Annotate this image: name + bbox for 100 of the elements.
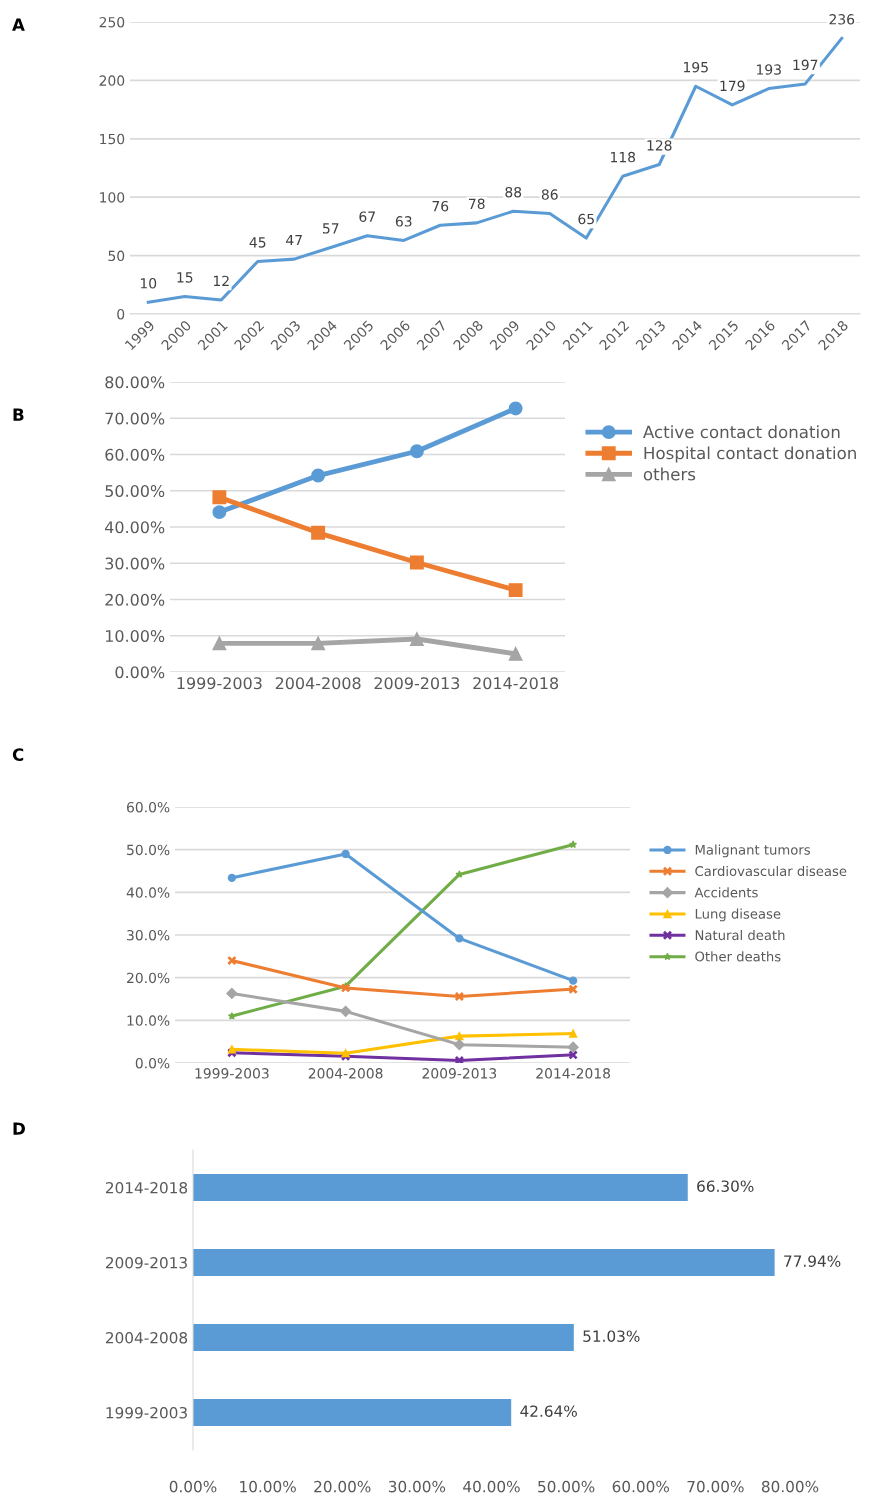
legend-label: Lung disease <box>695 908 781 922</box>
x-tick-label: 60.00% <box>612 1480 670 1493</box>
y-tick-label: 0.00% <box>115 666 165 679</box>
data-label: 197 <box>793 59 818 71</box>
point <box>569 840 578 849</box>
point <box>453 1039 465 1051</box>
y-tick-label: 20.00% <box>105 593 165 606</box>
y-tick-label: 2014-2018 <box>105 1181 188 1194</box>
text: D <box>13 1122 25 1135</box>
legend-label: Natural death <box>695 929 785 941</box>
data-label: 78 <box>469 198 485 210</box>
point <box>341 1049 350 1058</box>
point <box>311 636 326 651</box>
y-tick-label: 0 <box>117 308 125 320</box>
point <box>454 991 465 1002</box>
text: B <box>13 408 24 421</box>
x-tick-label: 1999-2003 <box>177 677 262 690</box>
y-tick-label: 50 <box>108 250 125 262</box>
y-tick-label: 30.00% <box>105 557 165 570</box>
data-label: 195 <box>684 61 708 73</box>
x-tick-label: 40.00% <box>463 1480 520 1493</box>
x-tick-label: 70.00% <box>687 1480 744 1493</box>
legend-label: Hospital contact donation <box>644 446 856 463</box>
x-tick-label: 2009-2013 <box>374 677 460 690</box>
y-tick-label: 50.00% <box>105 484 165 498</box>
y-tick-label: 50.0% <box>127 844 170 856</box>
y-tick-label: 10.0% <box>127 1015 170 1026</box>
data-label: 179 <box>720 80 745 92</box>
point <box>409 555 424 570</box>
y-tick-label: 100 <box>100 192 125 203</box>
point <box>455 1031 464 1041</box>
point <box>508 646 523 661</box>
y-tick-label: 150 <box>100 133 125 145</box>
y-tick-label: 0.0% <box>135 1057 170 1069</box>
x-tick-label: 80.00% <box>761 1480 819 1493</box>
data-label: 67 <box>359 211 375 222</box>
bar <box>193 1249 775 1276</box>
x-tick-label: 2004-2008 <box>275 677 361 690</box>
point <box>227 1045 237 1054</box>
x-tick-label: 50.00% <box>538 1480 595 1493</box>
data-label: 45 <box>249 237 266 248</box>
point <box>568 1050 578 1060</box>
x-tick-label: 2004-2008 <box>308 1068 383 1079</box>
y-tick-label: 10.00% <box>105 629 165 643</box>
y-tick-label: 70.00% <box>105 412 165 425</box>
x-tick-label: 1999-2003 <box>195 1068 269 1079</box>
bar <box>193 1324 574 1351</box>
data-label: 193 <box>757 64 781 75</box>
point <box>340 1005 352 1017</box>
y-tick-label: 2004-2008 <box>105 1331 188 1344</box>
text: A <box>12 18 25 31</box>
point <box>568 976 578 985</box>
point <box>454 1055 465 1063</box>
bar <box>193 1174 688 1201</box>
point <box>226 987 238 1000</box>
data-label: 63 <box>395 216 412 227</box>
y-tick-label: 60.0% <box>126 801 170 813</box>
point <box>227 873 237 882</box>
x-tick-label: 30.00% <box>388 1480 446 1493</box>
data-label: 118 <box>611 151 636 163</box>
point <box>567 1041 579 1053</box>
data-label: 128 <box>647 140 672 151</box>
y-tick-label: 250 <box>99 16 125 28</box>
y-tick-label: 2009-2013 <box>105 1256 187 1269</box>
legend-label: Cardiovascular disease <box>695 865 847 877</box>
data-label: 15 <box>177 272 193 283</box>
data-label: 51.03% <box>583 1330 640 1342</box>
y-tick-label: 20.0% <box>127 972 170 984</box>
point <box>311 525 326 540</box>
x-tick-label: 20.00% <box>314 1480 371 1493</box>
data-label: 77.94% <box>784 1255 841 1267</box>
y-tick-label: 200 <box>99 75 125 86</box>
data-label: 42.64% <box>520 1405 577 1417</box>
point <box>212 505 227 520</box>
x-tick-label: 2014-2018 <box>473 677 559 690</box>
point <box>568 1029 578 1038</box>
data-label: 57 <box>322 223 339 234</box>
text: C <box>12 748 24 761</box>
point <box>227 1011 236 1020</box>
data-label: 236 <box>829 14 855 25</box>
data-label: 88 <box>505 186 522 198</box>
legend-label: Other deaths <box>695 951 781 962</box>
point <box>227 955 237 966</box>
legend-label: Accidents <box>694 887 758 898</box>
data-label: 66.30% <box>697 1180 754 1192</box>
x-tick-label: 0.00% <box>169 1480 217 1493</box>
data-label: 76 <box>432 200 449 212</box>
point <box>508 583 523 598</box>
x-tick-label: 2014-2018 <box>536 1068 611 1079</box>
data-label: 86 <box>541 189 558 200</box>
data-label: 10 <box>140 278 157 289</box>
y-tick-label: 40.0% <box>126 887 170 898</box>
point <box>568 984 578 995</box>
point <box>341 849 350 859</box>
point <box>409 632 424 646</box>
y-tick-label: 30.0% <box>127 929 170 941</box>
point <box>455 934 464 943</box>
x-tick-label: 2009-2013 <box>422 1068 497 1079</box>
y-tick-label: 80.00% <box>105 376 165 389</box>
y-tick-label: 40.00% <box>105 521 165 534</box>
